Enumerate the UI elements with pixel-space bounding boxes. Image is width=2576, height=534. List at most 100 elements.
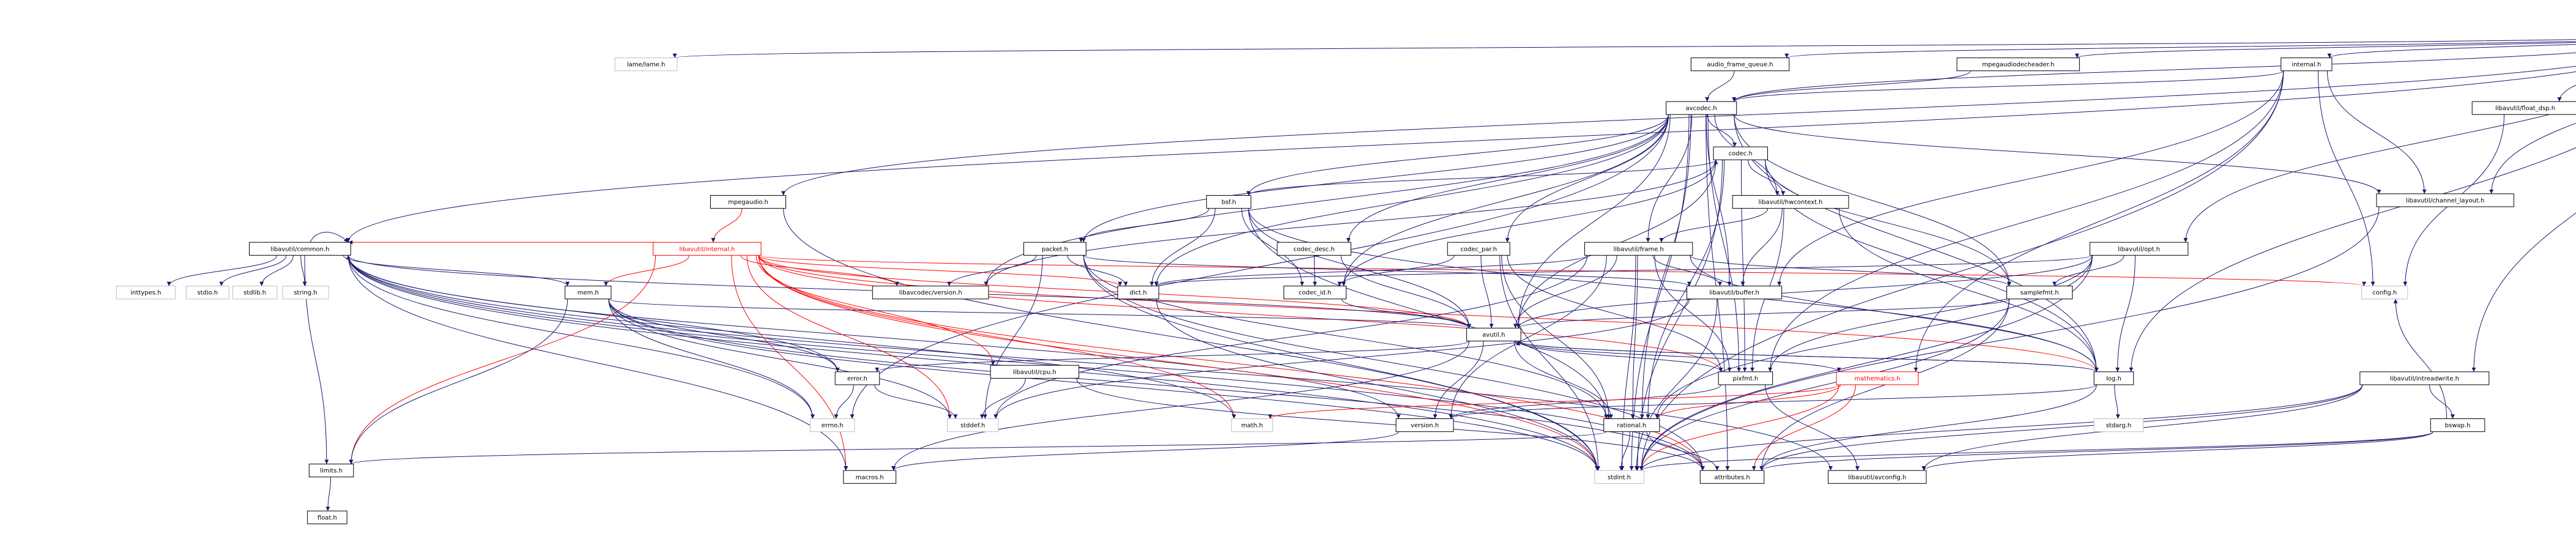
edge-frame-to-versionh (1449, 255, 1607, 419)
node-hwctx[interactable]: libavutil/hwcontext.h (1732, 195, 1849, 209)
edge-root-to-lame (673, 39, 2576, 59)
node-codec[interactable]: codec.h (1713, 146, 1769, 160)
edge-root-to-opt (2183, 107, 2576, 243)
node-avint[interactable]: libavutil/internal.h (653, 242, 762, 256)
node-label-version: libavcodec/version.h (899, 290, 962, 297)
node-label-hwctx: libavutil/hwcontext.h (1759, 199, 1823, 206)
node-attrib[interactable]: attributes.h (1699, 470, 1765, 484)
node-box-stddef (947, 418, 999, 432)
edge-common-to-string (300, 255, 307, 286)
node-rational[interactable]: rational.h (1603, 418, 1660, 432)
node-mem[interactable]: mem.h (565, 286, 612, 300)
node-box-cpu (990, 365, 1080, 379)
node-box-intrw (2359, 371, 2490, 385)
node-common[interactable]: libavutil/common.h (249, 242, 351, 256)
node-bswap[interactable]: bswap.h (2430, 418, 2485, 432)
edge-internal-to-avcodec (1732, 70, 2284, 102)
edge-bswap-to-attrib (1759, 431, 2433, 471)
edge-mem-to-limits (349, 299, 568, 464)
node-avutil[interactable]: avutil.h (1466, 327, 1521, 342)
node-codecid[interactable]: codec_id.h (1283, 286, 1347, 300)
node-label-dict: dict.h (1130, 290, 1147, 297)
edge-avcodec-to-cdesc (1346, 114, 1669, 243)
node-label-opt: libavutil/opt.h (2118, 246, 2160, 253)
edge-bsf-to-avutil (1248, 208, 1472, 328)
edge-avutil-to-error (875, 341, 1470, 373)
node-string: string.h (282, 286, 329, 300)
node-macros[interactable]: macros.h (843, 470, 897, 484)
edge-opt-to-pixfmt (1768, 255, 2093, 372)
node-box-pixfmt (1718, 371, 1773, 385)
node-avconfig[interactable]: libavutil/avconfig.h (1827, 470, 1927, 484)
edge-avcodec-to-samplefmt (1734, 114, 2011, 286)
node-box-codecid (1283, 286, 1347, 300)
edge-rational-to-stdint (1619, 431, 1630, 471)
node-fdsp[interactable]: libavutil/float_dsp.h (2471, 101, 2576, 115)
node-box-float (307, 510, 347, 524)
node-frame[interactable]: libavutil/frame.h (1584, 242, 1693, 256)
node-pixfmt[interactable]: pixfmt.h (1718, 371, 1773, 385)
node-log[interactable]: log.h (2093, 371, 2134, 385)
node-label-intrw: libavutil/intreadwrite.h (2390, 376, 2459, 382)
node-samplefmt[interactable]: samplefmt.h (2006, 286, 2073, 300)
node-error[interactable]: error.h (834, 371, 880, 385)
node-label-rational: rational.h (1617, 423, 1646, 429)
node-box-mpeg (710, 195, 787, 209)
edge-versionh-to-macros (891, 431, 1399, 471)
node-dict[interactable]: dict.h (1117, 286, 1159, 300)
node-internal[interactable]: internal.h (2281, 57, 2333, 72)
node-label-log: log.h (2106, 376, 2121, 382)
node-label-bsf: bsf.h (1222, 199, 1236, 206)
edge-mem-to-avutil (608, 299, 1471, 328)
node-packet[interactable]: packet.h (1023, 242, 1086, 256)
node-mpad[interactable]: mpegaudiodecheader.h (1956, 57, 2080, 72)
node-label-avutil: avutil.h (1482, 332, 1505, 338)
node-box-avcodec (1666, 101, 1737, 115)
edge-avcodec-to-errno (850, 114, 1669, 419)
node-version[interactable]: libavcodec/version.h (872, 286, 989, 300)
edge-log-to-attrib (1759, 384, 2097, 471)
node-mpeg[interactable]: mpegaudio.h (710, 195, 787, 209)
node-label-cpar: codec_par.h (1460, 246, 1497, 253)
edge-log-to-versionh (1449, 384, 2097, 419)
edge-root-to-common (346, 71, 2576, 243)
edge-avint-to-version (740, 255, 899, 286)
edge-root-to-fdsp (2557, 84, 2576, 102)
node-bsf[interactable]: bsf.h (1206, 195, 1252, 209)
edge-hwctx-to-buffer (1740, 208, 1783, 286)
edge-log-to-avutil (1516, 341, 2097, 373)
node-float[interactable]: float.h (307, 510, 347, 524)
node-box-common (249, 242, 351, 256)
node-buffer[interactable]: libavutil/buffer.h (1687, 286, 1783, 300)
edge-avutil-to-mathem (1518, 341, 1841, 373)
node-cpar[interactable]: codec_par.h (1447, 242, 1510, 256)
node-box-dict (1117, 286, 1159, 300)
edge-packet-to-rational (1083, 255, 1609, 419)
node-box-samplefmt (2006, 286, 2073, 300)
node-box-bswap (2430, 418, 2485, 432)
node-avcodec[interactable]: avcodec.h (1666, 101, 1737, 115)
edge-internal-to-config (2318, 70, 2375, 286)
edge-bsf-to-packet (1078, 208, 1209, 243)
node-afq[interactable]: audio_frame_queue.h (1690, 57, 1790, 72)
edge-common-to-versionh (347, 255, 1401, 419)
node-label-mpeg: mpegaudio.h (728, 199, 768, 206)
node-label-error: error.h (847, 376, 867, 382)
node-limits[interactable]: limits.h (308, 464, 354, 478)
edge-dict-to-stdint (1156, 299, 1600, 471)
node-cpu[interactable]: libavutil/cpu.h (990, 365, 1080, 379)
edge-common-to-attrib (347, 255, 1705, 471)
node-chlay[interactable]: libavutil/channel_layout.h (2376, 193, 2514, 207)
node-box-log (2093, 371, 2134, 385)
node-label-limits: limits.h (320, 468, 343, 475)
node-opt[interactable]: libavutil/opt.h (2089, 242, 2189, 256)
edge-avint-to-stdint (758, 255, 1600, 471)
node-box-version (872, 286, 989, 300)
edge-codec-to-log (1765, 160, 2099, 372)
node-versionh[interactable]: version.h (1395, 418, 1454, 432)
node-stdio: stdio.h (185, 286, 229, 300)
node-mathh: math.h (1231, 418, 1273, 432)
node-intrw[interactable]: libavutil/intreadwrite.h (2359, 371, 2490, 385)
node-cdesc[interactable]: codec_desc.h (1277, 242, 1351, 256)
node-mathem[interactable]: mathematics.h (1836, 371, 1919, 385)
